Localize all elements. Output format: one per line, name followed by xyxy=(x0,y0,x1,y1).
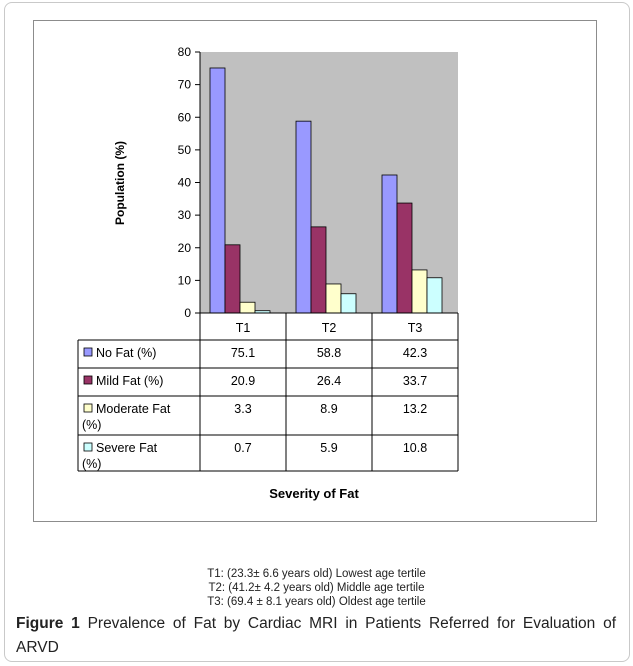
table-value: 13.2 xyxy=(403,402,427,416)
legend-label: Mild Fat (%) xyxy=(96,374,163,388)
bar xyxy=(411,269,428,314)
legend-label: Moderate Fat xyxy=(96,402,171,416)
note-t2: T2: (41.2± 4.2 years old) Middle age ter… xyxy=(208,582,425,594)
plot-area xyxy=(200,52,458,313)
y-tick-label: 80 xyxy=(178,45,192,59)
bar-chart: 0 10 20 30 40 50 60 70 80 Population (%) T1 T2 T3 N… xyxy=(77,45,459,501)
table-value: 33.7 xyxy=(403,374,427,388)
legend-swatch xyxy=(83,442,93,452)
x-axis-label: Severity of Fat xyxy=(269,486,359,501)
table-value: 3.3 xyxy=(234,402,251,416)
y-tick-label: 10 xyxy=(178,273,192,287)
bar xyxy=(310,226,327,314)
table-value: 5.9 xyxy=(320,441,337,455)
y-tick-label: 30 xyxy=(178,208,192,222)
bar xyxy=(426,277,443,314)
tertile-notes: T1: (23.3± 6.6 years old) Lowest age ter… xyxy=(0,567,633,609)
table-value: 0.7 xyxy=(234,441,251,455)
table-value: 75.1 xyxy=(231,346,255,360)
legend-label: No Fat (%) xyxy=(96,346,156,360)
y-tick-label: 40 xyxy=(178,176,192,190)
bar xyxy=(209,67,226,314)
legend-swatch xyxy=(83,375,93,385)
legend-label: (%) xyxy=(82,457,101,471)
table-value: 20.9 xyxy=(231,374,255,388)
note-t3: T3: (69.4 ± 8.1 years old) Oldest age te… xyxy=(207,596,426,608)
y-tick-label: 60 xyxy=(178,110,192,124)
figure-frame xyxy=(4,2,630,662)
x-tick-label: T1 xyxy=(236,321,251,335)
y-axis-label: Population (%) xyxy=(113,141,127,225)
y-tick-label: 50 xyxy=(178,143,192,157)
legend-label: Severe Fat xyxy=(96,441,158,455)
x-tick-label: T3 xyxy=(408,321,423,335)
table-value: 58.8 xyxy=(317,346,341,360)
figure-caption: Figure 1 Prevalence of Fat by Cardiac MR… xyxy=(16,612,616,660)
bar xyxy=(396,202,413,314)
table-value: 26.4 xyxy=(317,374,341,388)
bar xyxy=(239,301,256,314)
legend-swatch xyxy=(83,403,93,413)
legend-label: (%) xyxy=(82,418,101,432)
y-tick-label: 0 xyxy=(184,306,191,320)
note-t1: T1: (23.3± 6.6 years old) Lowest age ter… xyxy=(207,568,426,580)
legend-swatch xyxy=(83,347,93,357)
figure-caption-text: Prevalence of Fat by Cardiac MRI in Pati… xyxy=(16,615,617,656)
bar xyxy=(381,174,398,314)
y-tick-label: 70 xyxy=(178,78,192,92)
bar xyxy=(340,293,357,314)
table-value: 42.3 xyxy=(403,346,427,360)
x-tick-label: T2 xyxy=(322,321,337,335)
figure-label: Figure 1 xyxy=(16,615,80,632)
bar xyxy=(295,120,312,314)
bar xyxy=(325,283,342,314)
table-value: 10.8 xyxy=(403,441,427,455)
bar xyxy=(224,244,241,314)
table-value: 8.9 xyxy=(320,402,337,416)
y-tick-label: 20 xyxy=(178,241,192,255)
